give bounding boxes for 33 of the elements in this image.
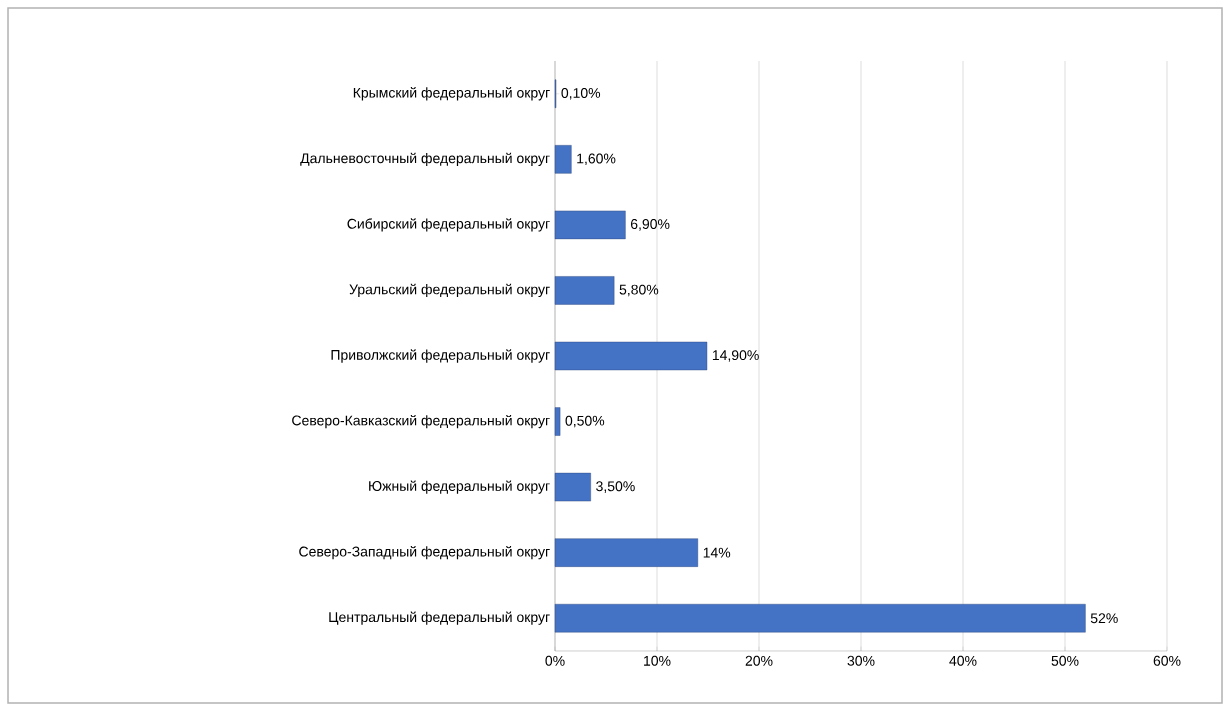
x-tick-label: 20% (745, 655, 773, 666)
data-label: 14% (703, 547, 731, 558)
x-tick-label: 10% (644, 655, 671, 666)
bar (554, 276, 615, 305)
data-label: 5,80% (619, 284, 659, 297)
y-tick-label: Приволжский федеральный округ (331, 349, 550, 363)
data-label: 6,90% (630, 219, 670, 231)
bar (554, 341, 708, 371)
x-tick-label: 0% (545, 655, 565, 666)
y-tick-label: Северо-Кавказский федеральный округ (292, 414, 550, 429)
y-tick-label: Уральский федеральный округ (349, 283, 550, 298)
x-tick-label: 40% (949, 655, 977, 666)
bar (554, 407, 561, 436)
y-tick-label: Крымский федеральный округ (353, 87, 550, 101)
x-tick-label: 60% (1153, 655, 1181, 666)
bar (554, 145, 572, 174)
bar (554, 210, 626, 240)
data-label: 14,90% (712, 350, 759, 362)
data-label: 1,60% (577, 153, 616, 166)
y-tick-label: Дальневосточный федеральный округ (300, 152, 550, 166)
y-tick-label: Центральный федеральный округ (329, 611, 550, 625)
data-label: 3,50% (596, 481, 635, 493)
y-tick-label: Южный федеральный округ (369, 480, 550, 494)
bar (554, 472, 591, 502)
bar (554, 604, 1086, 633)
y-tick-label: Сибирский федеральный округ (347, 218, 550, 232)
bar (554, 538, 699, 567)
x-tick-label: 30% (847, 655, 875, 666)
data-label: 52% (1090, 613, 1118, 624)
y-tick-label: Северо-Западный федеральный округ (299, 546, 550, 560)
x-tick-label: 50% (1051, 655, 1079, 666)
data-label: 0,10% (561, 87, 601, 100)
data-label: 0,50% (565, 415, 605, 428)
